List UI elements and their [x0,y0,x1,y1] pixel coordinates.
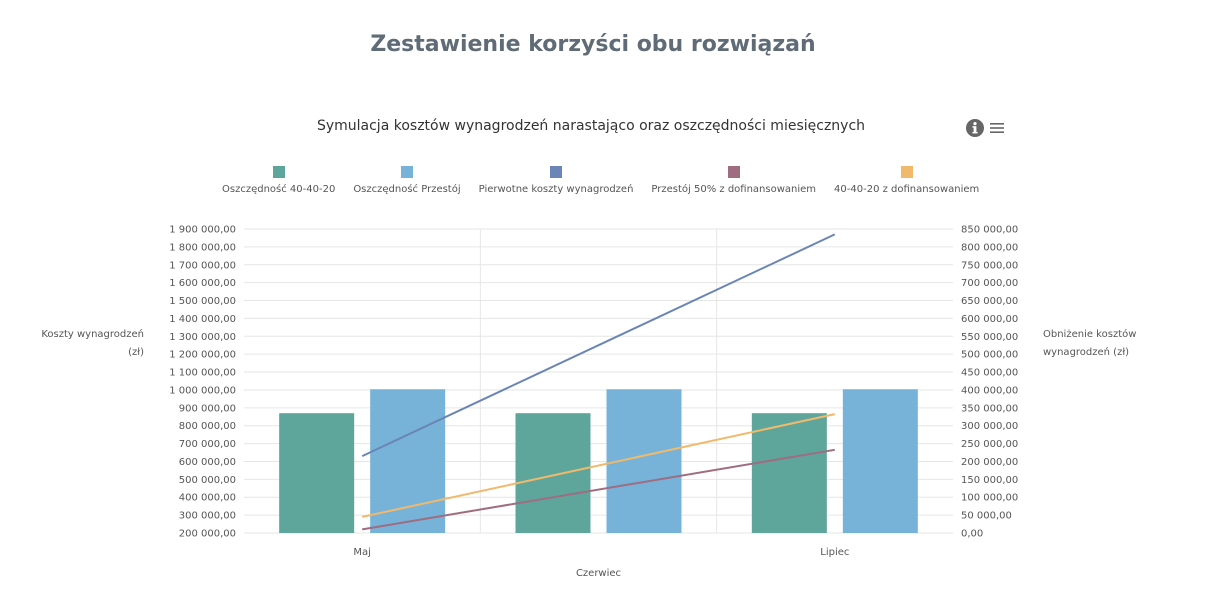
y-tick-label-left: 1 100 000,00 [169,368,236,379]
y-tick-label-left: 1 200 000,00 [169,350,236,361]
y-tick-label-right: 750 000,00 [961,260,1018,271]
legend-item[interactable]: 40-40-20 z dofinansowaniem [834,166,979,195]
y-tick-label-left: 1 800 000,00 [169,242,236,253]
y-tick-label-left: 500 000,00 [179,475,236,486]
y-tick-label-left: 200 000,00 [179,529,236,540]
y-tick-label-right: 850 000,00 [961,225,1018,236]
legend-label: Oszczędność 40-40-20 [222,184,336,195]
y-tick-label-left: 800 000,00 [179,421,236,432]
chart-title: Symulacja kosztów wynagrodzeń narastając… [316,118,866,134]
y-tick-label-left: 700 000,00 [179,439,236,450]
y-tick-label-left: 1 700 000,00 [169,260,236,271]
y-tick-label-left: 1 000 000,00 [169,385,236,396]
legend-swatch [272,166,285,178]
y-tick-label-right: 800 000,00 [961,242,1018,253]
legend-swatch [900,166,913,178]
x-tick-label: Czerwiec [576,568,621,579]
legend-item[interactable]: Przestój 50% z dofinansowaniem [651,166,816,195]
series-line [361,413,836,518]
y-tick-label-left: 1 600 000,00 [169,278,236,289]
bar [515,413,591,533]
y-tick-label-left: 1 500 000,00 [169,296,236,307]
bar [751,413,827,533]
legend-label: Oszczędność Przestój [353,184,461,195]
y-tick-label-right: 200 000,00 [961,457,1018,468]
x-tick-label: Maj [353,547,371,558]
legend-item[interactable]: Oszczędność Przestój [353,166,461,195]
y-tick-label-right: 700 000,00 [961,278,1018,289]
series-line [361,233,836,458]
bar [279,413,355,533]
legend-label: 40-40-20 z dofinansowaniem [834,184,980,195]
bar [842,389,918,533]
bar [370,389,446,533]
y-tick-label-left: 1 300 000,00 [169,332,236,343]
y-tick-label-left: 900 000,00 [179,403,236,414]
chart-legend: Oszczędność 40-40-20 Oszczędność Przestój… [222,166,997,195]
y-tick-label-right: 600 000,00 [961,314,1018,325]
y-tick-label-left: 1 400 000,00 [169,314,236,325]
y-tick-label-right: 500 000,00 [961,350,1018,361]
legend-swatch [727,166,740,178]
y-axis-title-left: Koszty wynagrodzeń (zł) [41,329,144,358]
legend-label: Przestój 50% z dofinansowaniem [651,184,817,195]
series-line [362,448,835,531]
y-tick-label-left: 600 000,00 [179,457,236,468]
legend-swatch [550,166,563,178]
y-tick-label-right: 150 000,00 [961,475,1018,486]
y-tick-label-right: 250 000,00 [961,439,1018,450]
y-tick-label-right: 550 000,00 [961,332,1018,343]
legend-item[interactable]: Pierwotne koszty wynagrodzeń [478,166,634,195]
y-tick-label-right: 650 000,00 [961,296,1018,307]
y-tick-label-right: 450 000,00 [961,368,1018,379]
hamburger-menu-icon[interactable] [990,122,1004,134]
y-axis-title-right: Obniżenie kosztów wynagrodzeń (zł) [1043,329,1137,358]
y-tick-label-right: 350 000,00 [961,403,1018,414]
info-icon[interactable] [966,119,984,137]
page-title: Zestawienie korzyści obu rozwiązań [370,32,816,57]
y-tick-label-right: 300 000,00 [961,421,1018,432]
x-tick-label: Lipiec [820,547,849,558]
y-tick-label-right: 50 000,00 [961,511,1012,522]
y-tick-label-right: 0,00 [961,529,983,540]
legend-item[interactable]: Oszczędność 40-40-20 [222,166,335,195]
y-tick-label-right: 100 000,00 [961,493,1018,504]
legend-swatch [400,166,413,178]
y-tick-label-left: 400 000,00 [179,493,236,504]
y-tick-label-left: 300 000,00 [179,511,236,522]
y-tick-label-left: 1 900 000,00 [169,225,236,236]
legend-label: Pierwotne koszty wynagrodzeń [478,184,634,195]
y-tick-label-right: 400 000,00 [961,385,1018,396]
